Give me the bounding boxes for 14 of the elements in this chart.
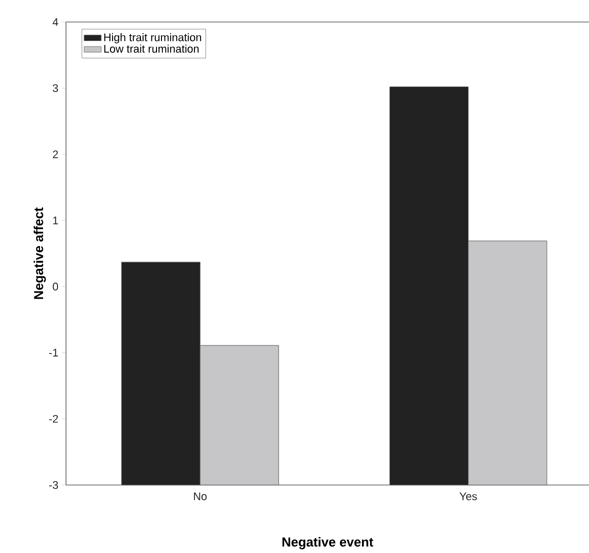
x-tick-label: Yes xyxy=(460,492,477,500)
y-tick-label: 4 xyxy=(52,18,58,26)
y-tick-label: -3 xyxy=(49,481,58,489)
y-axis-title: Negative affect xyxy=(34,207,46,299)
x-axis-title: Negative event xyxy=(282,537,374,550)
y-tick-label: -1 xyxy=(49,348,58,356)
y-tick-label: 0 xyxy=(52,282,58,290)
y-tick-label: 1 xyxy=(53,216,58,224)
x-tick-label: No xyxy=(194,492,207,500)
y-tick-label: -2 xyxy=(49,415,58,423)
legend-label: High trait rumination xyxy=(104,33,202,44)
y-tick-label: 2 xyxy=(52,150,58,158)
legend-label: Low trait rumination xyxy=(104,44,199,53)
y-tick-label: 3 xyxy=(52,84,58,92)
